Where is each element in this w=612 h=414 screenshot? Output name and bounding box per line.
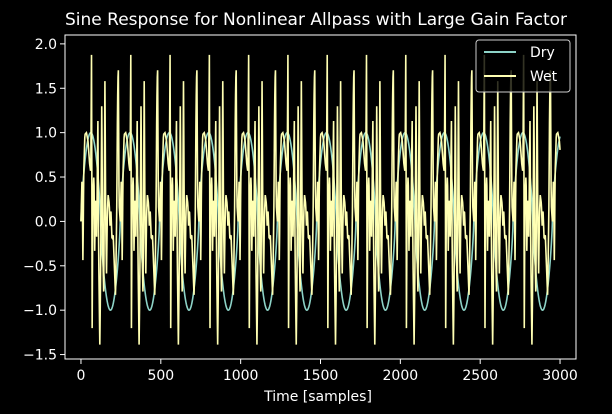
y-tick-label: −0.5: [23, 259, 57, 275]
legend-label-wet: Wet: [530, 69, 558, 85]
y-tick-label: 2.0: [35, 37, 57, 53]
chart-title: Sine Response for Nonlinear Allpass with…: [65, 10, 567, 30]
y-tick-label: −1.5: [23, 348, 57, 364]
plot-area: [80, 54, 561, 345]
y-tick-label: 1.0: [35, 126, 57, 142]
series-line-wet: [80, 54, 561, 345]
y-axis: −1.5 −1.0 −0.5 0.0 0.5 1.0 1.5 2.0: [23, 37, 65, 364]
y-tick-label: 0.0: [35, 214, 57, 230]
x-axis: 0 500 1000 1500 2000 2500 3000: [77, 359, 578, 384]
legend-label-dry: Dry: [530, 45, 555, 61]
x-tick-label: 1500: [303, 368, 339, 384]
y-tick-label: −1.0: [23, 303, 57, 319]
y-tick-label: 0.5: [35, 170, 57, 186]
x-tick-label: 500: [147, 368, 174, 384]
x-tick-label: 2500: [462, 368, 498, 384]
legend: Dry Wet: [475, 39, 571, 93]
x-tick-label: 1000: [223, 368, 259, 384]
x-tick-label: 2000: [383, 368, 419, 384]
x-axis-label: Time [samples]: [263, 389, 372, 405]
x-tick-label: 3000: [542, 368, 578, 384]
x-tick-label: 0: [77, 368, 86, 384]
y-tick-label: 1.5: [35, 81, 57, 97]
